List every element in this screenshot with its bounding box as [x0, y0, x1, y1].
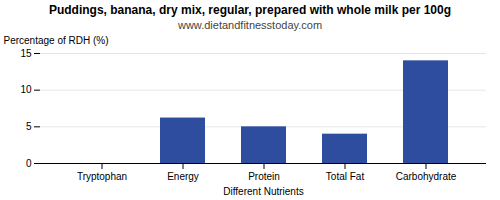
svg-text:Energy: Energy [167, 171, 199, 182]
svg-text:0: 0 [26, 158, 32, 169]
svg-text:Percentage of RDH (%): Percentage of RDH (%) [4, 35, 109, 46]
svg-text:Tryptophan: Tryptophan [77, 171, 127, 182]
svg-text:Protein: Protein [248, 171, 280, 182]
svg-text:5: 5 [26, 121, 32, 132]
html-text:Puddings, banana, dry mix, reg: Puddings, banana, dry mix, regular, prep… [48, 3, 451, 17]
svg-text:10: 10 [20, 84, 32, 95]
svg-text:Different Nutrients: Different Nutrients [223, 186, 303, 197]
svg-text:Carbohydrate: Carbohydrate [396, 171, 457, 182]
svg-text:15: 15 [20, 48, 32, 59]
html-text:www.dietandfitnesstoday.com: www.dietandfitnesstoday.com [178, 19, 322, 31]
svg-text:Total Fat: Total Fat [326, 171, 365, 182]
